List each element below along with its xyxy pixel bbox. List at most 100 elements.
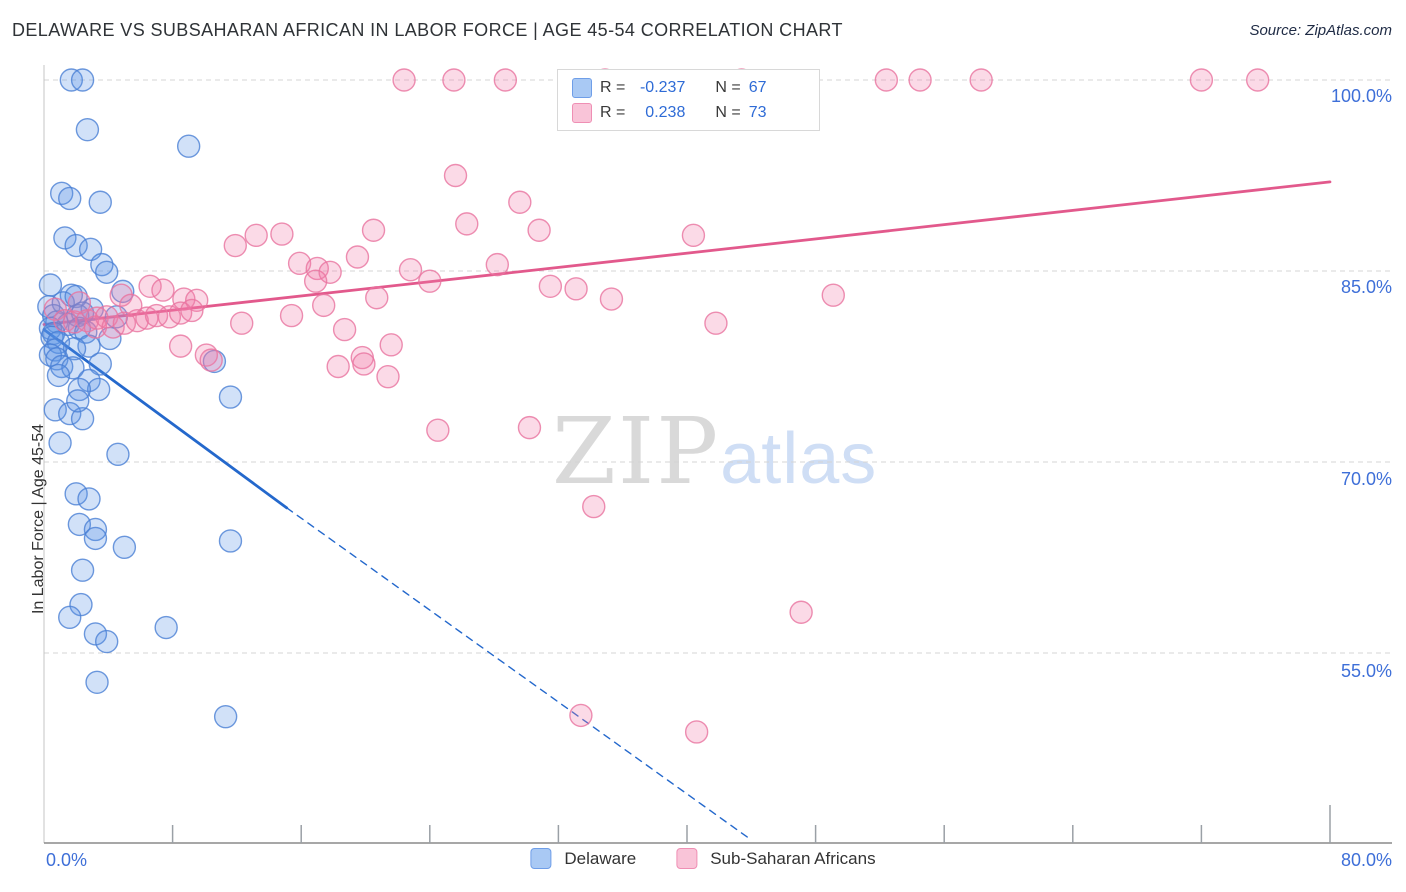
point-subsaharan [969, 68, 993, 92]
point-delaware [88, 190, 112, 214]
point-delaware [112, 535, 137, 560]
subsaharan-swatch-icon [572, 102, 592, 123]
point-subsaharan [564, 277, 588, 301]
point-subsaharan [527, 218, 551, 242]
point-subsaharan [279, 303, 304, 328]
point-delaware [83, 622, 108, 646]
delaware-legend-swatch-icon [530, 848, 552, 869]
point-subsaharan [230, 311, 254, 335]
point-subsaharan [874, 68, 899, 92]
point-subsaharan [144, 303, 169, 328]
point-subsaharan [681, 223, 706, 248]
watermark-atlas: atlas [720, 419, 878, 499]
trend-line-delaware [42, 328, 289, 510]
point-delaware [58, 186, 82, 211]
r-value-subsaharan: 0.238 [645, 103, 686, 121]
x-tick-label-min: 0.0% [46, 850, 88, 870]
point-subsaharan [1189, 68, 1214, 92]
point-delaware [53, 226, 77, 250]
point-subsaharan [180, 298, 204, 323]
r-value-delaware: -0.237 [639, 78, 686, 96]
point-subsaharan [138, 274, 162, 298]
point-delaware [94, 629, 119, 654]
point-subsaharan [303, 269, 328, 293]
page-title: DELAWARE VS SUBSAHARAN AFRICAN IN LABOR … [12, 20, 843, 40]
point-subsaharan [908, 68, 932, 92]
point-subsaharan [270, 222, 294, 246]
point-subsaharan [168, 334, 193, 358]
point-subsaharan [361, 218, 386, 242]
point-subsaharan [332, 317, 357, 342]
point-subsaharan [199, 348, 223, 372]
point-delaware [64, 233, 88, 258]
point-subsaharan [442, 68, 466, 92]
r-label: R = [600, 103, 626, 121]
point-subsaharan [244, 223, 268, 248]
y-tick-label-85: 85.0% [1340, 277, 1392, 297]
n-value-delaware: 67 [748, 78, 767, 96]
point-subsaharan [538, 274, 563, 298]
series-legend: Delaware Sub-Saharan Africans [530, 848, 876, 869]
n-label: N = [715, 103, 741, 121]
point-delaware [111, 279, 135, 304]
point-subsaharan [517, 415, 542, 440]
watermark: ZIPatlas [552, 398, 877, 505]
point-subsaharan [83, 315, 108, 339]
point-subsaharan [599, 287, 624, 311]
trend-line-subsaharan [42, 180, 1332, 326]
point-delaware [64, 482, 88, 506]
point-delaware [88, 352, 112, 376]
point-subsaharan [223, 233, 247, 258]
point-subsaharan [684, 720, 709, 744]
point-subsaharan [151, 278, 175, 302]
point-delaware [86, 377, 111, 402]
point-subsaharan [1245, 68, 1270, 92]
trend-line-delaware-dashed [286, 507, 749, 839]
point-delaware [61, 356, 85, 380]
point-delaware [70, 558, 95, 582]
point-subsaharan [326, 354, 350, 379]
point-delaware [77, 368, 101, 393]
point-subsaharan [704, 311, 728, 335]
point-subsaharan [508, 190, 532, 214]
point-delaware [218, 529, 243, 553]
point-delaware [218, 385, 243, 409]
point-delaware [154, 615, 178, 640]
y-tick-label-100: 100.0% [1330, 86, 1392, 106]
point-subsaharan [287, 251, 312, 276]
point-delaware [70, 68, 95, 92]
point-delaware [43, 398, 67, 422]
point-delaware [70, 407, 95, 431]
point-subsaharan [172, 287, 196, 311]
point-subsaharan [569, 703, 593, 728]
legend-row-subsaharan: R = 0.238 N = 73 [572, 102, 819, 123]
point-delaware [66, 389, 90, 413]
point-subsaharan [312, 293, 336, 318]
y-tick-label-70: 70.0% [1340, 469, 1392, 489]
delaware-legend-label: Delaware [564, 848, 637, 868]
point-subsaharan [318, 260, 342, 284]
point-subsaharan [119, 293, 143, 318]
y-tick-label-55: 55.0% [1340, 661, 1392, 681]
point-delaware [48, 431, 72, 455]
watermark-zip: ZIP [552, 398, 721, 505]
r-label: R = [600, 78, 626, 96]
point-subsaharan [582, 494, 606, 519]
delaware-swatch-icon [572, 77, 592, 98]
point-delaware [58, 401, 82, 426]
point-delaware [77, 487, 101, 511]
point-delaware [46, 363, 71, 388]
point-subsaharan [109, 283, 133, 307]
point-subsaharan [485, 252, 510, 277]
legend-row-delaware: R = -0.237 N = 67 [572, 77, 819, 98]
point-subsaharan [392, 68, 416, 92]
point-delaware [106, 442, 130, 467]
point-subsaharan [305, 256, 329, 281]
point-subsaharan [418, 269, 442, 293]
point-subsaharan [352, 352, 376, 376]
point-subsaharan [455, 212, 479, 236]
point-delaware [85, 670, 109, 694]
correlation-legend: R = -0.237 N = 67 R = 0.238 N = 73 [557, 69, 820, 131]
point-delaware [62, 336, 87, 361]
